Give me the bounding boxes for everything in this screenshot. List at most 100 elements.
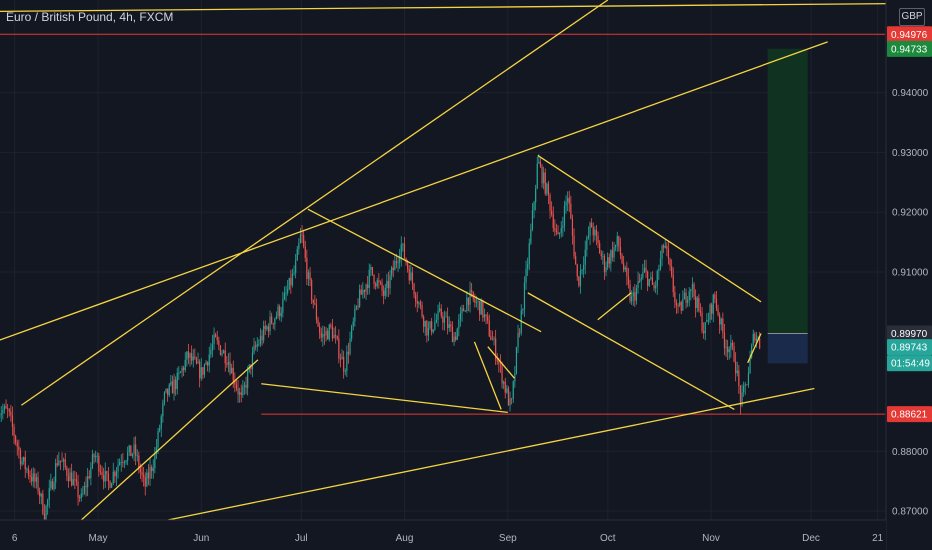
candle-body [90,467,92,479]
trendline[interactable] [80,359,259,521]
candle-body [117,465,119,472]
candle-body [448,324,450,329]
horizontal-levels[interactable] [0,33,885,415]
candle-body [679,301,681,306]
candle-body [672,275,674,293]
candle-body [648,279,650,286]
candle-body [471,290,473,292]
trendline[interactable] [20,0,609,406]
price-label-text[interactable]: 0.89743 [891,343,928,354]
candle-body [717,308,719,315]
candle-body [82,493,84,494]
price-label-tag[interactable] [887,406,932,423]
trendline[interactable] [0,41,828,341]
trendlines[interactable] [0,0,932,521]
candle-body [424,320,426,327]
candle-body [507,388,510,406]
candle-body [418,302,420,304]
candle-body [373,274,375,284]
candle-body [421,305,423,317]
trendline[interactable] [747,333,762,364]
candle-body [8,409,10,412]
candle-body [543,172,545,184]
candle-body [659,258,662,270]
trendline[interactable] [307,208,542,333]
candle-body [87,476,89,488]
candle-body [536,163,538,189]
candle-body [239,392,241,395]
candle-body [456,328,458,340]
trendline[interactable] [487,346,515,379]
candle-body [367,284,369,288]
candle-body [738,370,740,387]
candle-body [731,342,734,347]
candle-body [432,329,434,333]
trendline[interactable] [597,292,632,321]
candle-body [759,338,761,349]
candle-body [487,316,489,321]
candle-body [341,356,343,360]
price-axis[interactable]: 0.94000 0.93000 0.92000 0.91000 0.88000 0.870… [885,0,932,550]
trendline[interactable] [261,383,508,414]
price-label-tag[interactable] [887,40,932,57]
trendline[interactable] [473,341,502,410]
currency-badge[interactable]: GBP [899,8,925,26]
target-zone[interactable] [767,48,808,334]
candle-body [512,381,514,399]
price-label-text[interactable]: 0.88621 [891,410,928,421]
candle-body [327,330,329,340]
candle-body [215,334,217,338]
candle-body [733,346,735,362]
candle-body [107,473,110,482]
candle-body [299,234,302,244]
candle-body [131,453,134,457]
candle-body [42,493,44,514]
candle-body [431,321,433,333]
trendline[interactable] [537,154,762,303]
candle-body [519,332,521,334]
candle-body [743,385,745,393]
candle-body [309,272,311,281]
candle-body [133,444,135,454]
candle-body [642,272,644,278]
price-label-tag[interactable] [887,339,932,356]
candle-body [331,326,334,339]
candle-body [67,475,70,482]
candle-body [203,364,206,375]
candle-body [631,296,633,302]
candle-body [162,402,164,417]
candle-body [157,430,159,448]
time-tick-label: May [89,533,108,544]
stop-zone[interactable] [767,333,808,364]
price-label-text[interactable]: 0.89970 [891,329,928,340]
price-label-text[interactable]: 0.94976 [891,30,928,41]
trendline[interactable] [167,387,815,521]
price-label-tag[interactable] [887,325,932,342]
position-tool[interactable] [767,48,808,364]
time-tick-label: Jun [193,533,209,544]
time-axis[interactable]: 6 May Jun Jul Aug Sep Oct Nov Dec 21 [0,519,886,550]
candle-body [219,345,222,355]
candle-body [488,320,490,337]
candle-body [229,361,231,374]
symbol-title[interactable]: Euro / British Pound, 4h, FXCM [6,10,174,24]
candle-body [551,210,553,215]
candle-body [103,475,105,482]
price-label-tag[interactable] [887,26,932,43]
candle-body [517,332,519,348]
candle-body [79,497,81,499]
trendline[interactable] [527,292,735,410]
candle-body [696,297,698,308]
candle-body [35,477,38,482]
candle-body [61,461,63,463]
price-label-text[interactable]: 0.94733 [891,44,928,55]
candle-body [304,246,306,258]
candle-body [437,311,439,320]
price-tick-label: 0.93000 [892,148,929,159]
candle-body [490,336,492,340]
trendline[interactable] [0,2,932,12]
candle-body [632,292,634,297]
candle-body [687,299,689,303]
candle-body [403,243,406,259]
